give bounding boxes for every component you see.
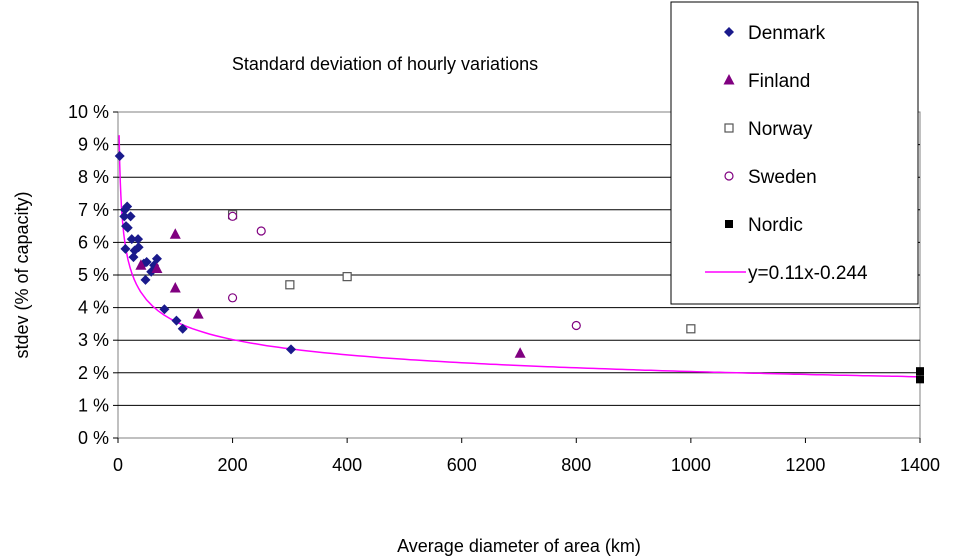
finland-point [151, 262, 163, 273]
y-tick-label: 0 % [78, 428, 109, 448]
x-tick-label: 800 [561, 455, 591, 475]
norway-point [285, 280, 295, 290]
y-tick-label: 3 % [78, 330, 109, 350]
y-tick-label: 1 % [78, 395, 109, 415]
x-axis-ticks: 0 200 400 600 800 1000 1200 1400 [113, 438, 940, 475]
x-tick-label: 0 [113, 455, 123, 475]
x-tick-label: 600 [447, 455, 477, 475]
denmark-point [119, 211, 130, 222]
denmark-point [140, 274, 151, 285]
y-tick-label: 4 % [78, 298, 109, 318]
denmark-point [128, 252, 139, 263]
legend-label-denmark: Denmark [748, 23, 826, 44]
finland-point [169, 228, 181, 239]
legend-label-nordic: Nordic [748, 215, 803, 236]
data-points [114, 151, 924, 384]
denmark-point [129, 245, 140, 256]
norway-point [342, 272, 352, 282]
legend [670, 1, 919, 305]
legend-label-norway: Norway [748, 119, 813, 140]
y-tick-label: 5 % [78, 265, 109, 285]
chart-title: Standard deviation of hourly variations [232, 54, 538, 74]
y-tick-label: 10 % [68, 102, 109, 122]
denmark-point [159, 304, 170, 315]
finland-point [169, 282, 181, 293]
nordic-point [916, 375, 924, 384]
y-tick-label: 2 % [78, 363, 109, 383]
denmark-point [126, 234, 137, 245]
y-tick-label: 7 % [78, 200, 109, 220]
denmark-point [114, 151, 125, 162]
sweden-point [227, 211, 238, 221]
norway-point [686, 324, 696, 334]
sweden-point [571, 320, 581, 331]
legend-marker-nordic [725, 220, 733, 228]
x-tick-label: 1400 [900, 455, 940, 475]
x-tick-label: 200 [218, 455, 248, 475]
denmark-point [133, 234, 144, 245]
x-tick-label: 1000 [671, 455, 711, 475]
denmark-point [177, 323, 188, 334]
denmark-point [122, 201, 133, 212]
legend-marker-sweden [724, 171, 734, 181]
x-axis-label: Average diameter of area (km) [397, 536, 641, 556]
legend-marker-finland [723, 74, 735, 85]
nordic-point [916, 367, 924, 376]
denmark-point [122, 222, 133, 233]
sweden-point [256, 226, 266, 236]
y-tick-label: 8 % [78, 167, 109, 187]
y-axis-label: stdev (% of capacity) [12, 191, 32, 358]
finland-point [135, 259, 147, 270]
x-tick-label: 400 [332, 455, 362, 475]
x-tick-label: 1200 [785, 455, 825, 475]
legend-label-sweden: Sweden [748, 167, 817, 188]
legend-marker-denmark [724, 27, 734, 37]
y-axis-ticks: 0 % 1 % 2 % 3 % 4 % 5 % 6 % 7 % 8 % 9 % 10 % [68, 102, 118, 448]
denmark-point [120, 243, 131, 254]
denmark-point [171, 315, 182, 326]
trendline [118, 135, 921, 378]
denmark-point [125, 211, 136, 222]
finland-point [192, 308, 204, 319]
y-tick-label: 9 % [78, 135, 109, 155]
y-tick-label: 6 % [78, 232, 109, 252]
denmark-point [286, 344, 297, 355]
legend-marker-norway [724, 123, 734, 133]
finland-point [514, 347, 526, 358]
legend-label-finland: Finland [748, 71, 810, 92]
legend-label-trendline: y=0.11x-0.244 [748, 263, 868, 284]
sweden-point [227, 293, 238, 303]
legend-items: Denmark Finland Norway Sweden Nordic y=0.11x-… [705, 23, 868, 284]
